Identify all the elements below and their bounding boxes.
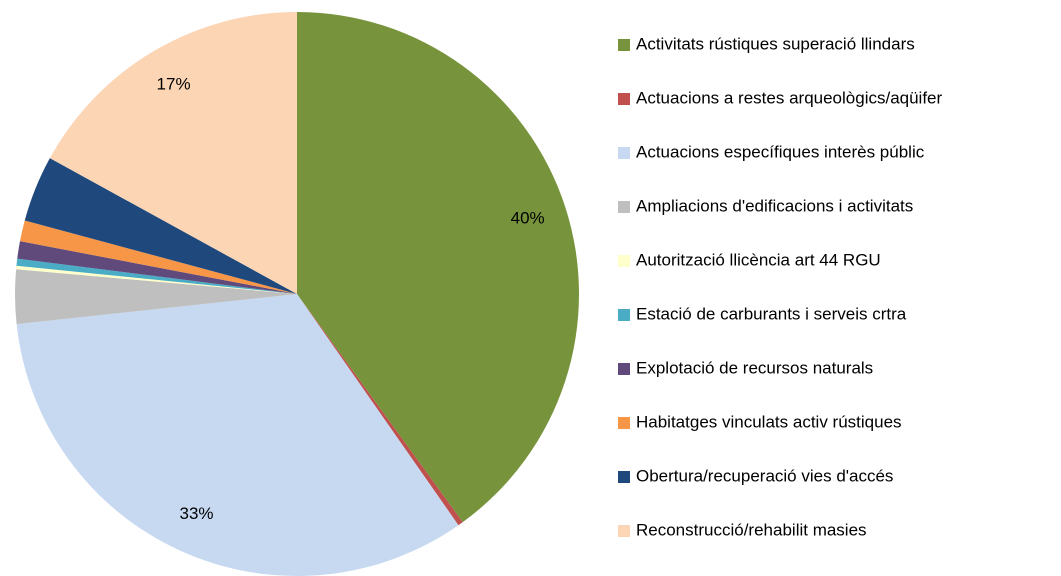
legend-swatch — [618, 363, 630, 375]
legend-label: Explotació de recursos naturals — [636, 358, 873, 377]
pie-slice — [297, 294, 463, 526]
legend-swatch — [618, 525, 630, 537]
legend-swatch — [618, 309, 630, 321]
legend-swatch — [618, 471, 630, 483]
pie-slice — [16, 265, 297, 294]
pie-slice — [297, 12, 579, 523]
data-label: 17% — [157, 75, 191, 94]
legend-label: Autorització llicència art 44 RGU — [636, 250, 881, 269]
pie-slice — [49, 12, 297, 294]
legend-swatch — [618, 93, 630, 105]
legend-swatch — [618, 39, 630, 51]
data-label: 40% — [511, 209, 545, 228]
legend-swatch — [618, 147, 630, 159]
legend-label: Estació de carburants i serveis crtra — [636, 304, 907, 323]
pie-slice — [24, 158, 297, 294]
legend-swatch — [618, 417, 630, 429]
legend-label: Obertura/recuperació vies d'accés — [636, 466, 893, 485]
pie-slice — [19, 220, 297, 294]
pie-slice — [17, 241, 297, 294]
pie-slice — [15, 269, 298, 325]
legend-label: Activitats rústiques superació llindars — [636, 34, 915, 53]
legend-swatch — [618, 255, 630, 267]
legend-label: Actuacions a restes arqueològics/aqüifer — [636, 88, 943, 107]
pie-slice — [16, 294, 459, 576]
legend-label: Ampliacions d'edificacions i activitats — [636, 196, 913, 215]
legend-swatch — [618, 201, 630, 213]
legend-label: Reconstrucció/rehabilit masies — [636, 520, 867, 539]
data-label: 33% — [179, 504, 213, 523]
legend-label: Habitatges vinculats activ rústiques — [636, 412, 902, 431]
pie-slice — [16, 258, 297, 294]
legend-label: Actuacions específiques interès públic — [636, 142, 925, 161]
